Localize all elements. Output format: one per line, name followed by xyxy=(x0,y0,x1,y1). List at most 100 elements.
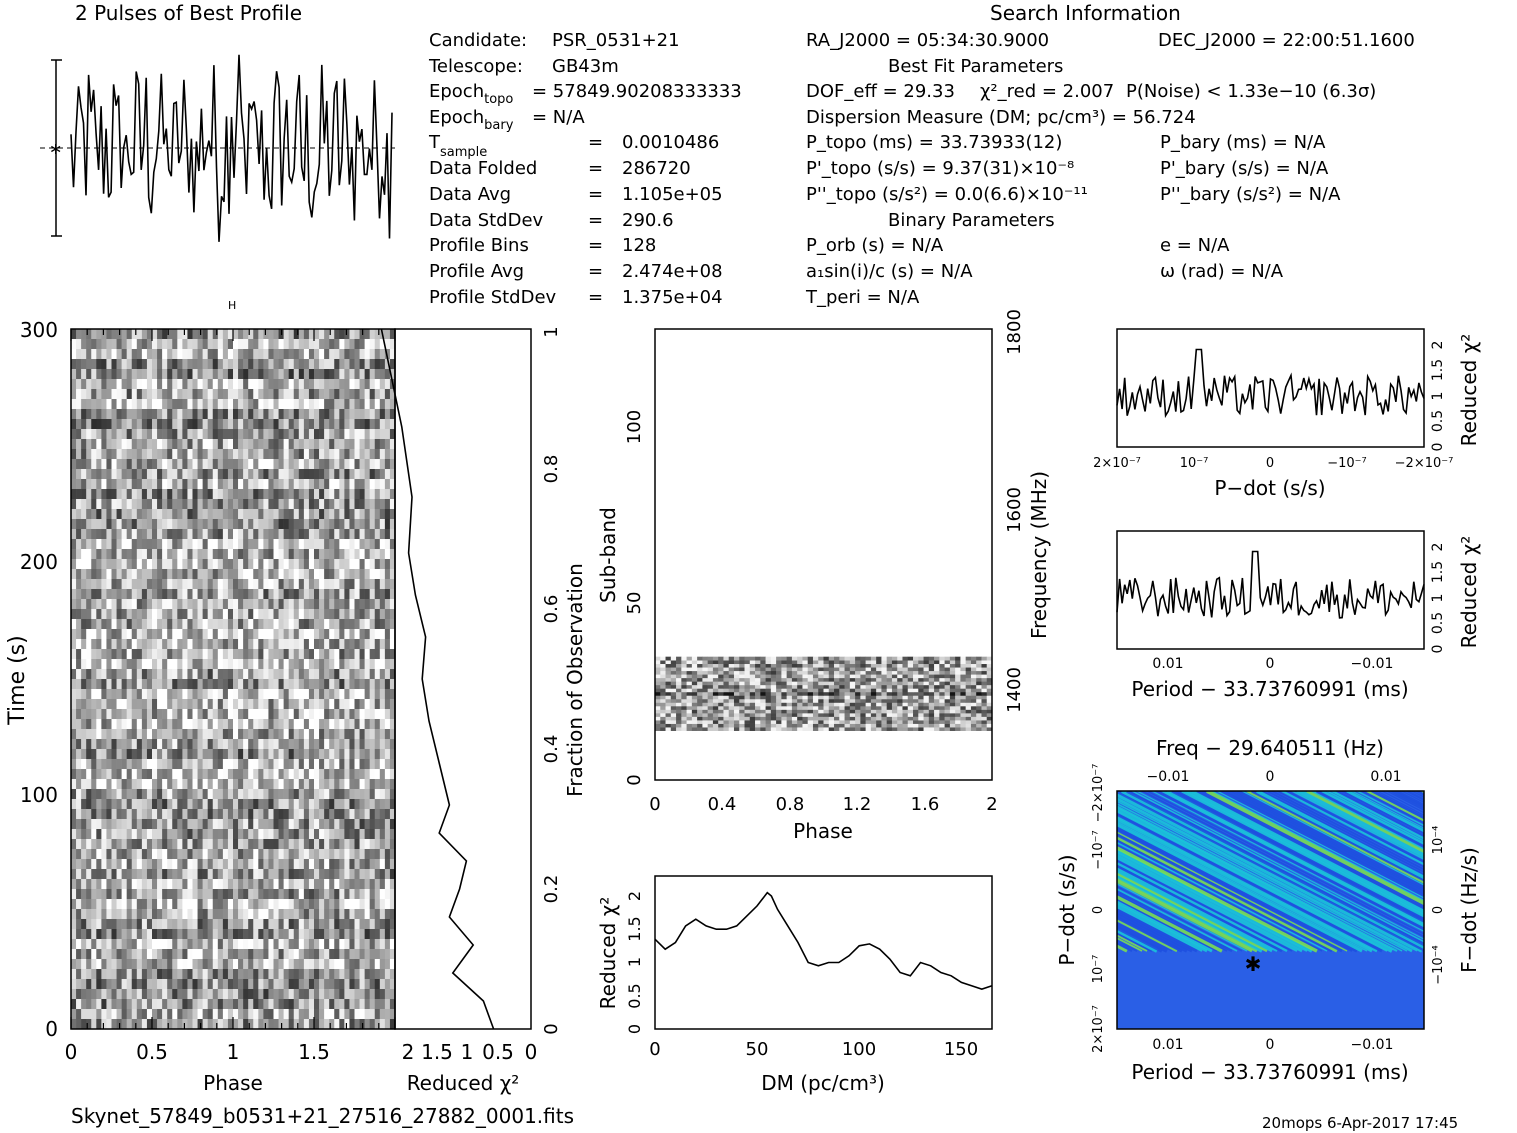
time-phase-cell xyxy=(131,869,138,880)
time-phase-cell xyxy=(162,339,168,350)
time-phase-cell xyxy=(111,909,117,920)
time-phase-cell xyxy=(121,669,127,680)
subband-cell xyxy=(665,716,672,721)
time-phase-cell xyxy=(339,649,345,660)
time-phase-cell xyxy=(227,819,234,830)
time-phase-cell xyxy=(202,609,208,620)
subband-cell xyxy=(776,709,782,714)
time-phase-cell xyxy=(283,659,289,670)
time-phase-cell xyxy=(369,839,376,850)
time-phase-cell xyxy=(152,649,158,660)
time-phase-cell xyxy=(197,489,203,500)
time-phase-cell xyxy=(319,819,325,830)
time-phase-cell xyxy=(207,889,214,900)
time-phase-cell xyxy=(273,769,279,780)
subband-cell xyxy=(697,720,703,724)
time-phase-cell xyxy=(349,919,355,930)
subband-cell xyxy=(823,727,830,731)
time-phase-cell xyxy=(111,759,117,770)
time-phase-cell xyxy=(146,789,153,800)
time-phase-cell xyxy=(384,589,391,600)
time-phase-cell xyxy=(384,529,391,540)
time-phase-cell xyxy=(126,559,133,570)
time-phase-cell xyxy=(152,529,158,540)
subband-cell xyxy=(934,723,940,728)
time-phase-cell xyxy=(288,1019,295,1030)
time-phase-cell xyxy=(131,599,138,610)
time-phase-cell xyxy=(238,969,244,980)
time-phase-cell xyxy=(76,519,82,530)
time-phase-cell xyxy=(222,589,229,600)
time-phase-cell xyxy=(157,819,163,830)
time-phase-cell xyxy=(344,879,350,890)
subband-cell xyxy=(786,727,793,731)
time-phase-cell xyxy=(319,379,325,390)
time-phase-cell xyxy=(283,859,289,870)
time-phase-cell xyxy=(389,849,396,860)
time-phase-cell xyxy=(298,789,305,800)
time-phase-cell xyxy=(227,459,234,470)
time-phase-cell xyxy=(339,959,345,970)
time-phase-cell xyxy=(207,869,214,880)
time-phase-cell xyxy=(283,919,289,930)
time-phase-cell xyxy=(293,359,300,370)
time-phase-cell xyxy=(344,329,350,340)
time-phase-cell xyxy=(329,339,335,350)
time-phase-cell xyxy=(126,739,133,750)
time-phase-cell xyxy=(111,399,117,410)
time-phase-cell xyxy=(131,469,138,480)
time-phase-cell xyxy=(116,369,122,380)
time-phase-cell xyxy=(146,339,153,350)
subband-cell xyxy=(902,716,909,721)
time-phase-cell xyxy=(389,909,396,920)
time-phase-cell xyxy=(324,529,330,540)
time-phase-cell xyxy=(369,719,376,730)
time-phase-cell xyxy=(283,369,289,380)
time-phase-cell xyxy=(76,859,82,870)
time-phase-cell xyxy=(278,389,284,400)
time-phase-cell xyxy=(268,389,274,400)
time-phase-cell xyxy=(106,909,112,920)
time-phase-cell xyxy=(293,599,300,610)
time-phase-cell xyxy=(379,649,386,660)
time-phase-cell xyxy=(359,559,365,570)
time-phase-cell xyxy=(187,589,193,600)
time-phase-cell xyxy=(217,759,224,770)
time-phase-cell xyxy=(207,699,214,710)
time-phase-cell xyxy=(268,889,274,900)
time-phase-cell xyxy=(81,729,87,740)
time-phase-cell xyxy=(101,989,107,1000)
time-phase-cell xyxy=(334,519,340,530)
time-phase-cell xyxy=(374,989,381,1000)
time-phase-cell xyxy=(314,519,320,530)
time-phase-cell xyxy=(167,949,173,960)
time-phase-cell xyxy=(96,879,102,890)
time-phase-cell xyxy=(182,499,188,510)
time-phase-cell xyxy=(258,559,264,570)
time-phase-cell xyxy=(71,719,77,730)
time-phase-cell xyxy=(263,799,269,810)
info-label: Profile Avg xyxy=(429,261,524,282)
time-phase-cell xyxy=(349,419,355,430)
time-phase-cell xyxy=(278,839,284,850)
time-phase-cell xyxy=(324,689,330,700)
time-phase-cell xyxy=(278,919,284,930)
time-phase-cell xyxy=(278,559,284,570)
time-phase-cell xyxy=(197,439,203,450)
time-phase-cell xyxy=(81,949,87,960)
time-phase-cell xyxy=(187,579,193,590)
time-phase-cell xyxy=(121,549,127,560)
time-phase-cell xyxy=(243,879,249,890)
time-phase-cell xyxy=(344,619,350,630)
time-phase-cell xyxy=(329,649,335,660)
time-phase-cell xyxy=(268,499,274,510)
time-phase-cell xyxy=(222,899,229,910)
time-phase-cell xyxy=(187,939,193,950)
time-phase-cell xyxy=(314,779,320,790)
time-phase-cell xyxy=(101,359,107,370)
time-phase-cell xyxy=(258,519,264,530)
time-phase-cell xyxy=(101,809,107,820)
time-phase-cell xyxy=(359,1009,365,1020)
subband-cell xyxy=(797,723,803,728)
time-phase-cell xyxy=(243,469,249,480)
